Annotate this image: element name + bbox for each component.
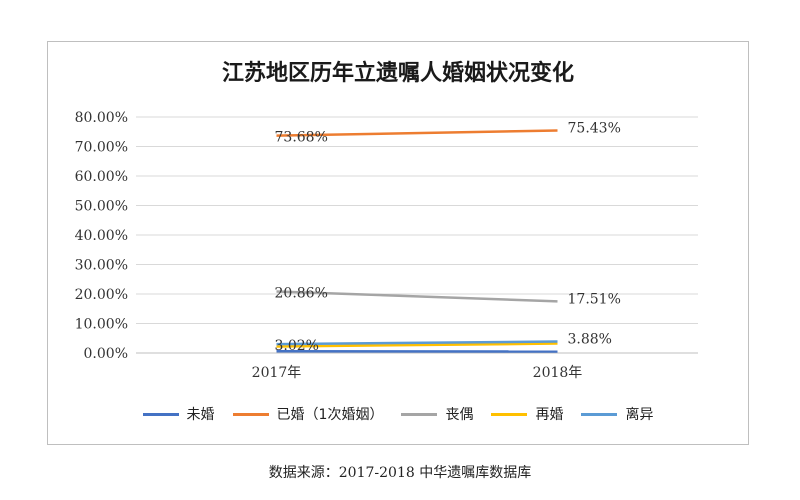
y-tick-label: 10.00% xyxy=(75,317,128,333)
data-label: 3.88% xyxy=(568,332,612,348)
series-line-2 xyxy=(276,129,558,137)
data-label: 20.86% xyxy=(275,285,328,301)
legend-label: 未婚 xyxy=(186,407,215,423)
legend-label: 再婚 xyxy=(535,407,564,423)
y-tick-label: 40.00% xyxy=(75,228,128,244)
legend-label: 离异 xyxy=(625,407,654,423)
legend-swatch xyxy=(401,412,438,416)
legend-item: 未婚 xyxy=(142,404,215,424)
legend-swatch xyxy=(491,412,528,416)
legend-item: 丧偶 xyxy=(401,404,473,424)
y-tick-label: 60.00% xyxy=(75,169,128,185)
chart-frame: 江苏地区历年立遗嘱人婚姻状况变化 0.00% 10.00% 20.00% 30.00%… xyxy=(47,41,749,445)
legend-item: 已婚（1次婚姻） xyxy=(232,404,384,424)
series-line-4 xyxy=(276,342,558,348)
legend-swatch xyxy=(581,412,618,416)
y-tick-label: 30.00% xyxy=(75,258,128,274)
legend-swatch xyxy=(142,412,179,416)
y-tick-label: 50.00% xyxy=(75,199,128,215)
y-tick-label: 70.00% xyxy=(75,140,128,156)
line-chart: 0.00% 10.00% 20.00% 30.00% 40.00% 50.00% 60.00… xyxy=(75,110,698,381)
data-label: 3.02% xyxy=(275,338,319,354)
series-line-3 xyxy=(276,290,558,303)
data-label: 75.43% xyxy=(568,120,621,136)
legend-item: 再婚 xyxy=(491,404,563,424)
data-label: 17.51% xyxy=(568,291,621,307)
data-label: 73.68% xyxy=(275,130,328,146)
y-tick-label: 0.00% xyxy=(84,346,128,362)
x-tick-label: 2018年 xyxy=(533,365,583,381)
series-line-5 xyxy=(276,340,558,346)
legend-swatch xyxy=(232,412,269,416)
source-note: 数据来源：2017-2018 中华遗嘱库数据库 xyxy=(268,465,532,481)
chart-legend: 未婚 已婚（1次婚姻） 丧偶 再婚 离异 xyxy=(48,404,748,424)
legend-item: 离异 xyxy=(581,404,653,424)
legend-label: 丧偶 xyxy=(445,407,474,423)
x-tick-label: 2017年 xyxy=(252,365,302,381)
y-tick-label: 80.00% xyxy=(75,110,128,126)
legend-label: 已婚（1次婚姻） xyxy=(276,407,384,423)
y-tick-label: 20.00% xyxy=(75,287,128,303)
chart-title: 江苏地区历年立遗嘱人婚姻状况变化 xyxy=(221,61,574,86)
